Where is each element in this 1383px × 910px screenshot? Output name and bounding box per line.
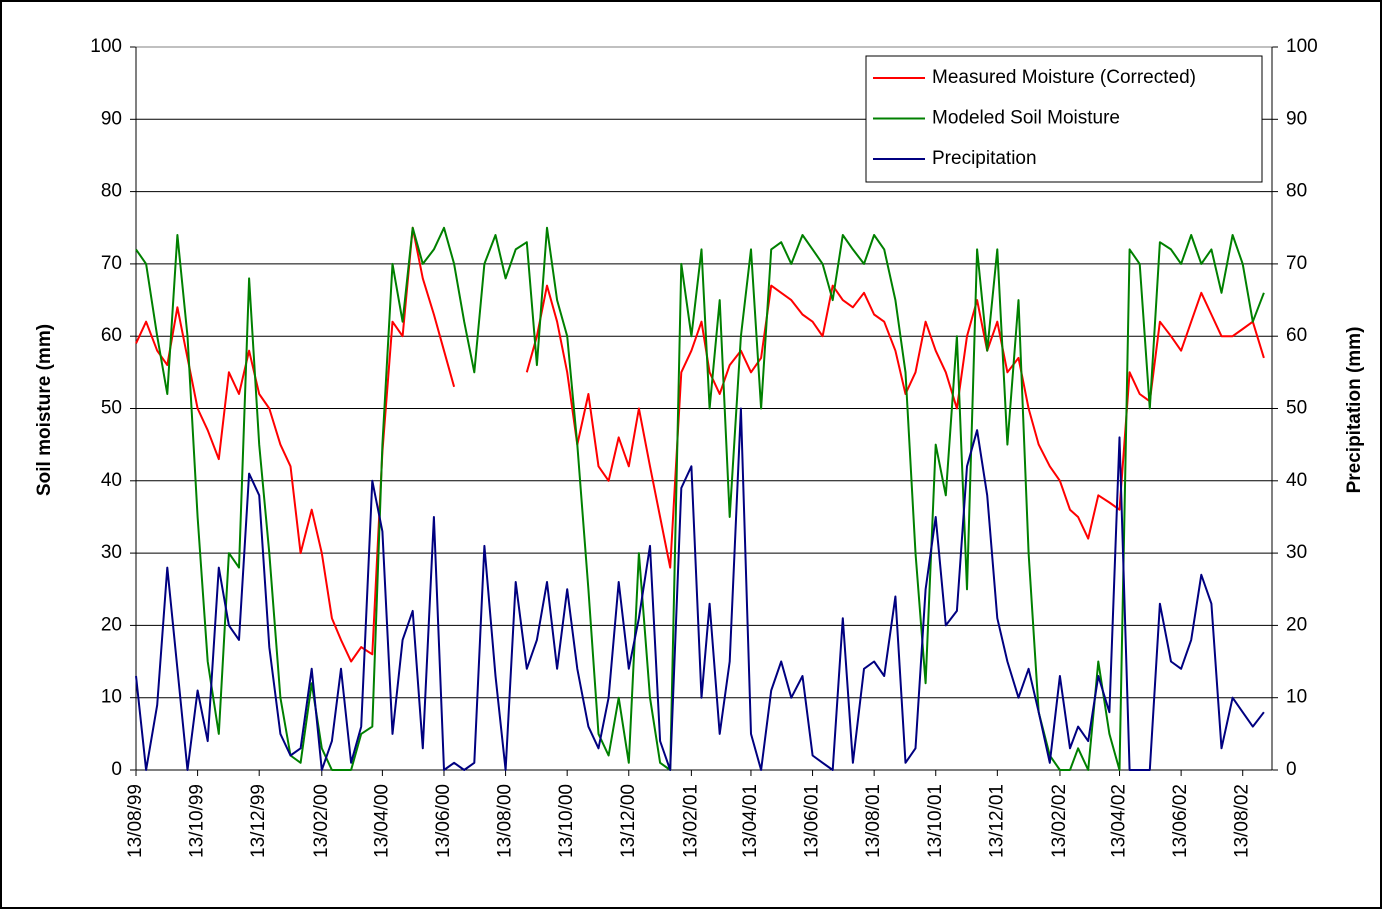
x-tick-label: 13/08/01 [863, 784, 884, 858]
y2-tick-label: 30 [1286, 542, 1307, 563]
x-tick-label: 13/10/00 [556, 784, 577, 858]
x-tick-label: 13/08/00 [495, 784, 516, 858]
y2-tick-label: 100 [1286, 36, 1318, 57]
legend-label: Modeled Soil Moisture [932, 108, 1120, 129]
y2-tick-label: 90 [1286, 108, 1307, 129]
y2-tick-label: 40 [1286, 470, 1307, 491]
x-tick-label: 13/08/99 [125, 784, 146, 858]
y-tick-label: 70 [101, 253, 122, 274]
y2-axis-title: Precipitation (mm) [1344, 327, 1365, 494]
x-tick-label: 13/04/02 [1109, 784, 1130, 858]
y2-tick-label: 70 [1286, 253, 1307, 274]
y-tick-label: 10 [101, 687, 122, 708]
x-tick-label: 13/06/01 [802, 784, 823, 858]
x-tick-label: 13/12/01 [986, 784, 1007, 858]
y-tick-label: 30 [101, 542, 122, 563]
x-tick-label: 13/08/02 [1232, 784, 1253, 858]
y-tick-label: 0 [111, 759, 122, 780]
legend-label: Precipitation [932, 148, 1037, 169]
x-tick-label: 13/06/02 [1170, 784, 1191, 858]
y-tick-label: 50 [101, 398, 122, 419]
y-tick-label: 90 [101, 108, 122, 129]
y-tick-label: 80 [101, 181, 122, 202]
legend-box [865, 55, 1263, 183]
y2-tick-label: 60 [1286, 325, 1307, 346]
x-tick-label: 13/04/00 [371, 784, 392, 858]
x-tick-label: 13/02/00 [311, 784, 332, 858]
y2-tick-label: 80 [1286, 181, 1307, 202]
y2-tick-label: 50 [1286, 398, 1307, 419]
legend-label: Measured Moisture (Corrected) [932, 67, 1196, 88]
x-tick-label: 13/10/99 [187, 784, 208, 858]
x-tick-label: 13/04/01 [740, 784, 761, 858]
series-line [135, 407, 1265, 771]
series-line [135, 226, 1265, 771]
x-tick-label: 13/12/99 [248, 784, 269, 858]
y2-tick-label: 10 [1286, 687, 1307, 708]
y2-tick-label: 0 [1286, 759, 1297, 780]
x-tick-label: 13/02/02 [1049, 784, 1070, 858]
y-tick-label: 40 [101, 470, 122, 491]
y2-tick-label: 20 [1286, 614, 1307, 635]
x-tick-label: 13/02/01 [680, 784, 701, 858]
x-tick-label: 13/06/00 [433, 784, 454, 858]
y-tick-label: 20 [101, 614, 122, 635]
y-axis-title: Soil moisture (mm) [34, 324, 55, 496]
x-tick-label: 13/12/00 [618, 784, 639, 858]
y-tick-label: 100 [90, 36, 122, 57]
y-tick-label: 60 [101, 325, 122, 346]
x-tick-label: 13/10/01 [925, 784, 946, 858]
